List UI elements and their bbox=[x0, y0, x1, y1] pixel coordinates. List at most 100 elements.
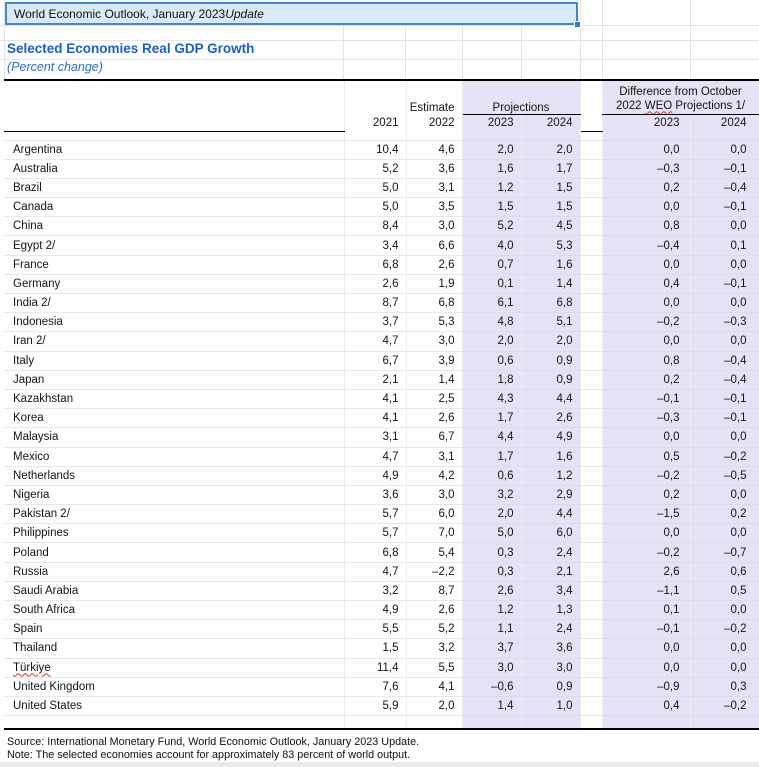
cell-value[interactable]: 0,0 bbox=[690, 600, 759, 621]
cell-value[interactable]: 2,4 bbox=[521, 542, 581, 563]
cell-value[interactable]: 0,0 bbox=[602, 658, 691, 678]
cell-value[interactable]: 3,4 bbox=[521, 581, 581, 602]
cell-value[interactable]: 3,0 bbox=[406, 331, 463, 352]
cell-value[interactable]: 5,3 bbox=[521, 235, 581, 256]
cell-value[interactable]: 0,3 bbox=[462, 542, 522, 563]
cell-country[interactable]: Egypt 2/ bbox=[4, 235, 345, 256]
spacer-cell[interactable] bbox=[521, 131, 581, 141]
cell-country[interactable]: Italy bbox=[4, 351, 345, 371]
cell-value[interactable]: 3,0 bbox=[406, 216, 463, 237]
cell-value[interactable]: –0,2 bbox=[602, 542, 691, 563]
cell-value[interactable]: 8,7 bbox=[406, 581, 463, 602]
cell-value[interactable]: 1,2 bbox=[462, 178, 522, 199]
cell-value[interactable]: 3,0 bbox=[406, 485, 463, 506]
spacer-cell[interactable] bbox=[580, 131, 603, 141]
cell-value[interactable]: 2,0 bbox=[521, 331, 581, 352]
cell-value[interactable]: 2,6 bbox=[462, 581, 522, 602]
cell-value[interactable]: –0,1 bbox=[690, 389, 759, 410]
cell-value[interactable]: 1,2 bbox=[521, 466, 581, 486]
cell-value[interactable]: 1,6 bbox=[521, 255, 581, 275]
cell-country[interactable]: Türkiye bbox=[4, 658, 345, 678]
spacer-cell[interactable] bbox=[406, 715, 463, 730]
cell-value[interactable]: 6,0 bbox=[521, 523, 581, 544]
cell-value[interactable]: 1,5 bbox=[521, 197, 581, 218]
spacer-cell[interactable] bbox=[602, 131, 691, 141]
cell-gap[interactable] bbox=[580, 274, 603, 295]
cell-value[interactable]: 3,9 bbox=[406, 351, 463, 371]
cell-gap[interactable] bbox=[580, 140, 603, 160]
cell-value[interactable]: 0,4 bbox=[602, 696, 691, 717]
cell-value[interactable]: –0,7 bbox=[690, 542, 759, 563]
cell-value[interactable]: 0,2 bbox=[690, 504, 759, 525]
cell-value[interactable]: 0,9 bbox=[521, 370, 581, 390]
cell-value[interactable]: 7,0 bbox=[406, 523, 463, 544]
cell-gap[interactable] bbox=[580, 523, 603, 544]
cell-country[interactable]: Brazil bbox=[4, 178, 345, 199]
cell-value[interactable]: –0,9 bbox=[602, 677, 691, 697]
cell-value[interactable]: 4,9 bbox=[344, 600, 407, 621]
cell-value[interactable]: 0,4 bbox=[602, 274, 691, 295]
cell-gap[interactable] bbox=[580, 696, 603, 717]
cell-value[interactable]: 1,1 bbox=[462, 619, 522, 640]
cell-value[interactable]: 8,4 bbox=[344, 216, 407, 237]
cell-country[interactable]: Thailand bbox=[4, 638, 345, 659]
cell-value[interactable]: –0,2 bbox=[690, 447, 759, 467]
cell-country[interactable]: Philippines bbox=[4, 523, 345, 544]
cell-gap[interactable] bbox=[580, 466, 603, 486]
cell-value[interactable]: –0,1 bbox=[690, 159, 759, 179]
cell-value[interactable]: 4,2 bbox=[406, 466, 463, 486]
cell-country[interactable]: Poland bbox=[4, 542, 345, 563]
cell-gap[interactable] bbox=[580, 562, 603, 582]
cell-value[interactable]: –0,2 bbox=[602, 312, 691, 333]
cell-value[interactable]: 8,7 bbox=[344, 293, 407, 314]
cell-value[interactable]: 0,0 bbox=[602, 427, 691, 448]
cell-value[interactable]: 0,0 bbox=[602, 331, 691, 352]
cell-value[interactable]: 4,1 bbox=[344, 408, 407, 429]
cell-value[interactable]: –0,2 bbox=[690, 696, 759, 717]
cell-gap[interactable] bbox=[580, 600, 603, 621]
header-year-2024[interactable]: 2024 bbox=[521, 114, 581, 131]
cell-value[interactable]: 4,7 bbox=[344, 331, 407, 352]
cell-value[interactable]: 0,0 bbox=[602, 293, 691, 314]
cell-value[interactable]: –0,1 bbox=[690, 408, 759, 429]
cell-gap[interactable] bbox=[580, 638, 603, 659]
cell-value[interactable]: 3,2 bbox=[344, 581, 407, 602]
cell-value[interactable]: 6,8 bbox=[344, 255, 407, 275]
cell-gap[interactable] bbox=[580, 370, 603, 390]
cell-value[interactable]: –0,5 bbox=[690, 466, 759, 486]
cell-country[interactable]: France bbox=[4, 255, 345, 275]
cell-value[interactable]: 2,0 bbox=[462, 504, 522, 525]
cell-value[interactable]: 3,7 bbox=[462, 638, 522, 659]
cell-value[interactable]: 1,5 bbox=[344, 638, 407, 659]
cell-gap[interactable] bbox=[580, 619, 603, 640]
cell-country[interactable]: Spain bbox=[4, 619, 345, 640]
cell-value[interactable]: 0,1 bbox=[462, 274, 522, 295]
header-blank[interactable] bbox=[580, 80, 603, 96]
cell-value[interactable]: 0,6 bbox=[462, 351, 522, 371]
cell-value[interactable]: 3,7 bbox=[344, 312, 407, 333]
cell-value[interactable]: 0,0 bbox=[602, 523, 691, 544]
header-blank[interactable] bbox=[580, 96, 603, 114]
cell-value[interactable]: 6,8 bbox=[344, 542, 407, 563]
cell-value[interactable]: 0,2 bbox=[602, 178, 691, 199]
cell-value[interactable]: 5,0 bbox=[462, 523, 522, 544]
cell-gap[interactable] bbox=[580, 581, 603, 602]
cell-gap[interactable] bbox=[580, 504, 603, 525]
cell-value[interactable]: 0,0 bbox=[690, 140, 759, 160]
cell-value[interactable]: 5,2 bbox=[462, 216, 522, 237]
header-blank[interactable] bbox=[462, 80, 581, 96]
fill-handle[interactable] bbox=[574, 21, 581, 28]
cell-value[interactable]: 3,6 bbox=[344, 485, 407, 506]
cell-value[interactable]: 4,7 bbox=[344, 447, 407, 467]
cell-value[interactable]: 1,6 bbox=[462, 159, 522, 179]
cell-value[interactable]: 5,5 bbox=[344, 619, 407, 640]
cell-value[interactable]: 3,6 bbox=[406, 159, 463, 179]
cell-value[interactable]: 2,6 bbox=[344, 274, 407, 295]
cell-gap[interactable] bbox=[580, 178, 603, 199]
cell-value[interactable]: 3,5 bbox=[406, 197, 463, 218]
cell-value[interactable]: 3,1 bbox=[344, 427, 407, 448]
cell-value[interactable]: –0,2 bbox=[602, 466, 691, 486]
cell-value[interactable]: 0,6 bbox=[690, 562, 759, 582]
cell-value[interactable]: –1,1 bbox=[602, 581, 691, 602]
cell-value[interactable]: 1,6 bbox=[521, 447, 581, 467]
